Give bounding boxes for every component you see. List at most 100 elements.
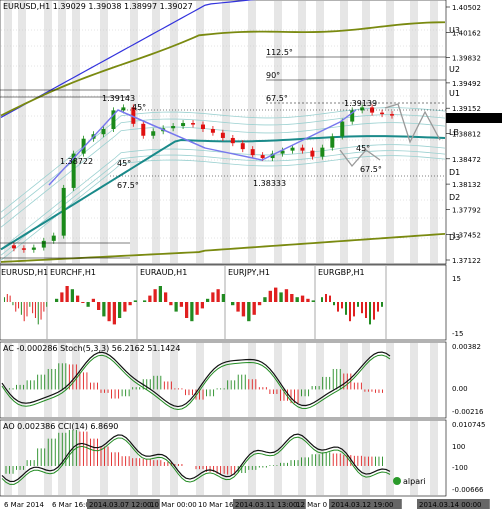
mini-bar (325, 294, 327, 302)
mini-bar (81, 302, 85, 303)
mini-bar (23, 302, 25, 322)
main-chart-title: EURUSD,H1 1.39029 1.39038 1.38997 1.3902… (3, 2, 193, 11)
mini-bar (311, 300, 315, 302)
mini-bar (263, 297, 267, 302)
session-stripe (222, 343, 230, 417)
candle-body (330, 136, 335, 148)
high-label-2: 1.39139 (344, 99, 377, 108)
candle-body (220, 132, 225, 138)
candle-body (380, 112, 385, 115)
ac-stoch-panel[interactable]: AC -0.000286 Stoch(5,3,3) 56.2162 51.142… (0, 341, 447, 419)
mini-pair-label: EURAUD,H1 (140, 268, 187, 277)
mini-bar (158, 286, 162, 302)
session-stripe (130, 1, 138, 263)
alpari-logo-text: alpari (403, 477, 426, 486)
mini-bar (377, 302, 379, 312)
mini-bar (290, 294, 294, 302)
session-stripe (100, 421, 108, 495)
mini-bar (118, 302, 122, 318)
level-label-u1: U1 (449, 89, 460, 98)
candle-body (260, 155, 265, 159)
candle-body (200, 124, 205, 130)
mini-pair-label: EURGBP,H1 (318, 268, 365, 277)
mini-bar (190, 302, 194, 322)
correlation-mini-charts[interactable]: EURUSD,H1 EURCHF,H1 EURAUD,H1 EURJPY,H1 EURG… (0, 264, 463, 341)
session-stripe (130, 343, 138, 417)
candle-body (350, 110, 355, 122)
moving-average-teal (0, 135, 446, 251)
candle-body (121, 107, 126, 111)
mini-bar (252, 302, 256, 315)
mini-bar (284, 289, 289, 302)
price-tick-label: 1.37452 (452, 232, 481, 240)
ao-tick-label: 100 (452, 443, 465, 451)
mini-bar (37, 302, 39, 325)
time-label: 10 Mar 16:00 (198, 501, 245, 509)
price-axis[interactable]: 1.40502 1.40162 1.39832 1.39492 1.39152 1.388… (446, 4, 502, 265)
fibo-band (0, 150, 446, 256)
mini-bar (329, 295, 331, 302)
mini-bar (43, 302, 45, 312)
session-stripe (430, 343, 438, 417)
signal-line (1, 354, 391, 411)
mini-bar (15, 302, 17, 312)
session-stripe (196, 421, 204, 495)
ac-tick-label: 0.00 (452, 385, 468, 393)
signal-line (1, 436, 391, 485)
mini-bar (153, 289, 157, 302)
oscillator-line (1, 433, 391, 483)
candle-body (191, 123, 196, 125)
angle-1125: 112.5° (266, 48, 293, 57)
angle-675-top: 67.5° (266, 94, 288, 103)
mini-bar (40, 302, 42, 320)
main-chart-panel[interactable]: 1.39143 1.38722 1.38333 1.39139 45° 45° 67.5° 1… (0, 0, 447, 265)
session-stripe (170, 421, 178, 495)
mini-bar (55, 298, 59, 302)
mini-pair-label: EURJPY,H1 (228, 268, 270, 277)
angle-675-right: 67.5° (360, 165, 382, 174)
session-stripe (130, 421, 138, 495)
ao-cci-panel[interactable]: AO 0.002386 CCI(14) 6.8690 (0, 419, 447, 497)
mini-bar (341, 302, 343, 309)
time-label: 12 Mar 0 (296, 501, 327, 509)
time-tag-label: 2014.03.07 12:00 (89, 501, 151, 509)
mini-bar (133, 300, 137, 302)
ac-histogram (5, 363, 383, 404)
mini-bar (29, 302, 31, 307)
time-tag-bg (417, 499, 490, 509)
mini-bar (6, 294, 8, 302)
session-stripe (100, 343, 108, 417)
time-tag-label: 2014.03.14 00:00 (419, 501, 481, 509)
upper-blue-band (0, 0, 257, 118)
session-stripe (362, 421, 370, 495)
candle-body (21, 248, 26, 250)
mini-bar (185, 302, 189, 318)
mini-bar (353, 302, 355, 317)
mini-bar (128, 302, 132, 306)
mini-bar (200, 302, 204, 309)
mini-bar (357, 302, 359, 307)
mini-bar (46, 302, 48, 307)
ac-tick-label: 0.00382 (452, 343, 481, 351)
session-stripe (274, 1, 282, 263)
zigzag-pattern (48, 109, 357, 186)
mini-bar (18, 302, 20, 309)
cci-line (1, 433, 391, 485)
price-tick-label: 1.39832 (452, 55, 481, 63)
mini-label-main: EURUSD,H1 (1, 268, 48, 277)
price-tick-label: 1.40162 (452, 29, 481, 37)
candle-body (131, 107, 136, 124)
session-stripe (18, 1, 26, 263)
level-label-d1: D1 (449, 168, 460, 177)
session-stripe (316, 421, 324, 495)
session-stripe (362, 1, 370, 263)
mini-bar (32, 302, 34, 314)
candle-body (51, 235, 56, 241)
mini-bar (321, 297, 323, 302)
mini-bar (349, 302, 351, 322)
mini-bar (361, 302, 363, 314)
mini-bar (112, 302, 116, 325)
mini-bar (337, 302, 339, 312)
